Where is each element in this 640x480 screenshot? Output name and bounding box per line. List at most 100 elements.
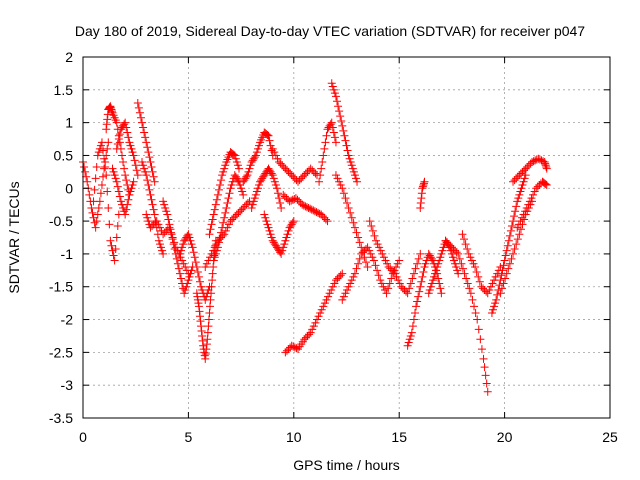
- data-point: [417, 194, 426, 203]
- data-point: [94, 203, 103, 212]
- data-point: [206, 302, 215, 311]
- data-point: [406, 279, 415, 288]
- data-point: [269, 174, 278, 183]
- data-point: [282, 233, 291, 242]
- data-point: [515, 190, 524, 199]
- data-point: [138, 158, 147, 167]
- data-point: [437, 249, 446, 258]
- data-point: [183, 279, 192, 288]
- data-point: [182, 282, 191, 291]
- data-point: [232, 174, 241, 183]
- data-point: [249, 197, 258, 206]
- data-point: [507, 254, 516, 263]
- data-point: [187, 240, 196, 249]
- data-point: [103, 110, 112, 119]
- data-point: [128, 180, 137, 189]
- data-point: [206, 253, 215, 262]
- data-point: [212, 195, 221, 204]
- data-point: [452, 248, 461, 257]
- x-tick-label: 20: [497, 429, 513, 445]
- data-point: [383, 259, 392, 268]
- data-point: [373, 240, 382, 249]
- data-point: [211, 200, 220, 209]
- x-tick-label: 25: [602, 429, 618, 445]
- data-point: [425, 286, 434, 295]
- data-point: [261, 213, 270, 222]
- data-point: [232, 158, 241, 167]
- data-point: [328, 82, 337, 91]
- data-point: [417, 189, 426, 198]
- data-point: [212, 240, 221, 249]
- data-point: [317, 305, 326, 314]
- data-point: [374, 271, 383, 280]
- data-point: [255, 141, 264, 150]
- data-point: [260, 171, 269, 180]
- data-point: [420, 263, 429, 272]
- data-point: [471, 308, 480, 317]
- data-point: [509, 217, 518, 226]
- data-point: [427, 279, 436, 288]
- data-point: [186, 236, 195, 245]
- data-point: [505, 231, 514, 240]
- data-point: [378, 249, 387, 258]
- data-point: [322, 131, 331, 140]
- data-point: [265, 166, 274, 175]
- data-point: [120, 120, 129, 129]
- data-point: [133, 171, 142, 180]
- data-point: [347, 161, 356, 170]
- data-point: [347, 276, 356, 285]
- data-point: [142, 171, 151, 180]
- data-point: [393, 259, 402, 268]
- data-point: [366, 249, 375, 258]
- data-point: [404, 338, 413, 347]
- data-point: [88, 208, 97, 217]
- data-point: [411, 264, 420, 273]
- data-point: [337, 116, 346, 125]
- data-point: [346, 158, 355, 167]
- data-point: [115, 192, 124, 201]
- data-point: [195, 312, 204, 321]
- data-point: [207, 282, 216, 291]
- data-point: [476, 335, 485, 344]
- data-point: [346, 279, 355, 288]
- data-point: [361, 258, 370, 267]
- data-point: [315, 177, 324, 186]
- data-point: [143, 176, 152, 185]
- data-point: [248, 156, 257, 165]
- data-point: [371, 261, 380, 270]
- data-point: [246, 161, 255, 170]
- data-point: [142, 138, 151, 147]
- data-point: [405, 284, 414, 293]
- data-point: [113, 222, 122, 231]
- data-point: [194, 272, 203, 281]
- data-point: [195, 277, 204, 286]
- data-point: [518, 220, 527, 229]
- data-point: [516, 187, 525, 196]
- data-point: [193, 295, 202, 304]
- data-point: [419, 267, 428, 276]
- data-point: [96, 189, 105, 198]
- data-point: [416, 282, 425, 291]
- data-point: [148, 200, 157, 209]
- data-point: [437, 289, 446, 298]
- data-point: [154, 220, 163, 229]
- data-point: [152, 217, 161, 226]
- data-point: [513, 235, 522, 244]
- data-point: [116, 197, 125, 206]
- data-point: [258, 174, 267, 183]
- y-tick-label: 0: [65, 180, 73, 196]
- data-point: [499, 279, 508, 288]
- data-point: [431, 269, 440, 278]
- data-point: [541, 161, 550, 170]
- data-point: [253, 184, 262, 193]
- data-point: [219, 167, 228, 176]
- data-point: [271, 151, 280, 160]
- data-point: [319, 302, 328, 311]
- data-point: [496, 289, 505, 298]
- data-point: [462, 274, 471, 283]
- data-point: [125, 138, 134, 147]
- data-point: [504, 236, 513, 245]
- data-point: [436, 284, 445, 293]
- data-point: [479, 354, 488, 363]
- data-point: [466, 253, 475, 262]
